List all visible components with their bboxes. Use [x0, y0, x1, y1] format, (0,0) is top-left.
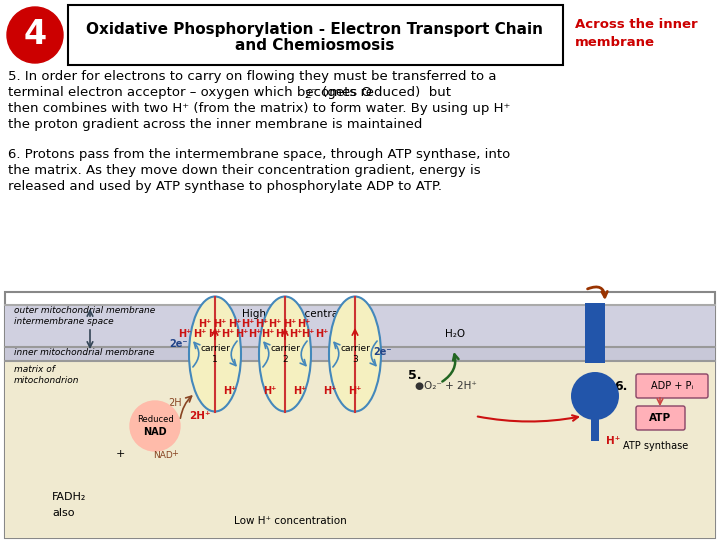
Text: H⁺: H⁺: [275, 329, 289, 339]
Text: inner mitochondrial membrane: inner mitochondrial membrane: [14, 348, 155, 357]
Circle shape: [130, 401, 180, 451]
FancyBboxPatch shape: [636, 406, 685, 430]
Text: H⁺: H⁺: [606, 436, 620, 446]
Text: H⁺: H⁺: [269, 319, 282, 329]
Text: mitochondrion: mitochondrion: [14, 376, 79, 385]
Text: +: +: [171, 449, 179, 458]
Text: also: also: [52, 508, 74, 518]
Text: H⁺: H⁺: [208, 329, 222, 339]
Text: ATP synthase: ATP synthase: [623, 441, 688, 451]
Text: H⁺: H⁺: [301, 329, 315, 339]
Text: 5.: 5.: [408, 369, 422, 382]
Text: the matrix. As they move down their concentration gradient, energy is: the matrix. As they move down their conc…: [8, 164, 481, 177]
Text: 6.: 6.: [615, 380, 628, 393]
Text: Oxidative Phosphorylation - Electron Transport Chain: Oxidative Phosphorylation - Electron Tra…: [86, 22, 544, 37]
Text: 2e⁻: 2e⁻: [168, 339, 187, 349]
Text: outer mitochondrial membrane: outer mitochondrial membrane: [14, 306, 156, 315]
Ellipse shape: [329, 296, 381, 411]
FancyBboxPatch shape: [5, 347, 715, 361]
Text: H⁺: H⁺: [221, 329, 235, 339]
FancyBboxPatch shape: [5, 305, 715, 347]
Text: terminal electron acceptor – oxygen which becomes O: terminal electron acceptor – oxygen whic…: [8, 86, 372, 99]
Text: ⁻ (gets reduced)  but: ⁻ (gets reduced) but: [311, 86, 451, 99]
Text: ADP + Pᵢ: ADP + Pᵢ: [651, 381, 693, 391]
Text: H⁺: H⁺: [241, 319, 255, 329]
Text: released and used by ATP synthase to phosphorylate ADP to ATP.: released and used by ATP synthase to pho…: [8, 180, 442, 193]
Text: intermembrane space: intermembrane space: [14, 317, 114, 326]
Text: 5. In order for electrons to carry on flowing they must be transferred to a: 5. In order for electrons to carry on fl…: [8, 70, 497, 83]
Text: 6. Protons pass from the intermembrane space, through ATP synthase, into: 6. Protons pass from the intermembrane s…: [8, 148, 510, 161]
Text: H⁺: H⁺: [348, 386, 361, 396]
Text: H⁺: H⁺: [264, 386, 276, 396]
FancyBboxPatch shape: [5, 361, 715, 538]
Text: H⁺: H⁺: [323, 386, 337, 396]
Text: 2H⁺: 2H⁺: [189, 411, 211, 421]
Ellipse shape: [189, 296, 241, 411]
FancyBboxPatch shape: [68, 5, 563, 65]
Ellipse shape: [259, 296, 311, 411]
Text: H⁺: H⁺: [223, 386, 237, 396]
Text: NAD: NAD: [143, 427, 167, 437]
Text: membrane: membrane: [575, 36, 655, 49]
Text: FADH₂: FADH₂: [52, 492, 86, 502]
Text: H₂O: H₂O: [445, 329, 465, 339]
FancyBboxPatch shape: [5, 292, 715, 538]
Text: High H⁺ concentration: High H⁺ concentration: [242, 309, 358, 319]
Text: H⁺: H⁺: [261, 329, 275, 339]
Text: the proton gradient across the inner membrane is maintained: the proton gradient across the inner mem…: [8, 118, 423, 131]
Text: 4: 4: [24, 18, 47, 51]
Text: H⁺: H⁺: [293, 386, 307, 396]
Text: H⁺: H⁺: [213, 319, 227, 329]
Text: Low H⁺ concentration: Low H⁺ concentration: [233, 516, 346, 526]
Text: H⁺: H⁺: [193, 329, 207, 339]
Text: H⁺: H⁺: [248, 329, 261, 339]
Text: and Chemiosmosis: and Chemiosmosis: [235, 38, 395, 53]
Text: carrier
3: carrier 3: [340, 345, 370, 364]
Ellipse shape: [571, 372, 619, 420]
Text: ●O₂⁻ + 2H⁺: ●O₂⁻ + 2H⁺: [415, 381, 477, 391]
FancyBboxPatch shape: [636, 374, 708, 398]
Text: +: +: [115, 449, 125, 459]
Text: carrier
1: carrier 1: [200, 345, 230, 364]
FancyBboxPatch shape: [591, 416, 599, 441]
Text: Reduced: Reduced: [137, 415, 174, 424]
Text: ATP: ATP: [649, 413, 671, 423]
FancyBboxPatch shape: [585, 303, 605, 363]
Text: carrier
2: carrier 2: [270, 345, 300, 364]
Text: NAD: NAD: [153, 451, 173, 460]
Text: H⁺: H⁺: [283, 319, 297, 329]
Text: H⁺: H⁺: [315, 329, 329, 339]
Text: H⁺: H⁺: [297, 319, 311, 329]
Text: then combines with two H⁺ (from the matrix) to form water. By using up H⁺: then combines with two H⁺ (from the matr…: [8, 102, 510, 115]
Text: matrix of: matrix of: [14, 365, 55, 374]
Text: H⁺: H⁺: [198, 319, 212, 329]
Circle shape: [7, 7, 63, 63]
Text: H⁺: H⁺: [228, 319, 242, 329]
Text: H⁺: H⁺: [179, 329, 192, 339]
Text: H⁺: H⁺: [256, 319, 269, 329]
Text: 2e⁻: 2e⁻: [373, 347, 391, 357]
Text: 2H: 2H: [168, 398, 182, 408]
Text: H⁺: H⁺: [235, 329, 248, 339]
Text: H⁺: H⁺: [289, 329, 302, 339]
Text: Across the inner: Across the inner: [575, 18, 698, 31]
Text: 2: 2: [304, 90, 310, 100]
